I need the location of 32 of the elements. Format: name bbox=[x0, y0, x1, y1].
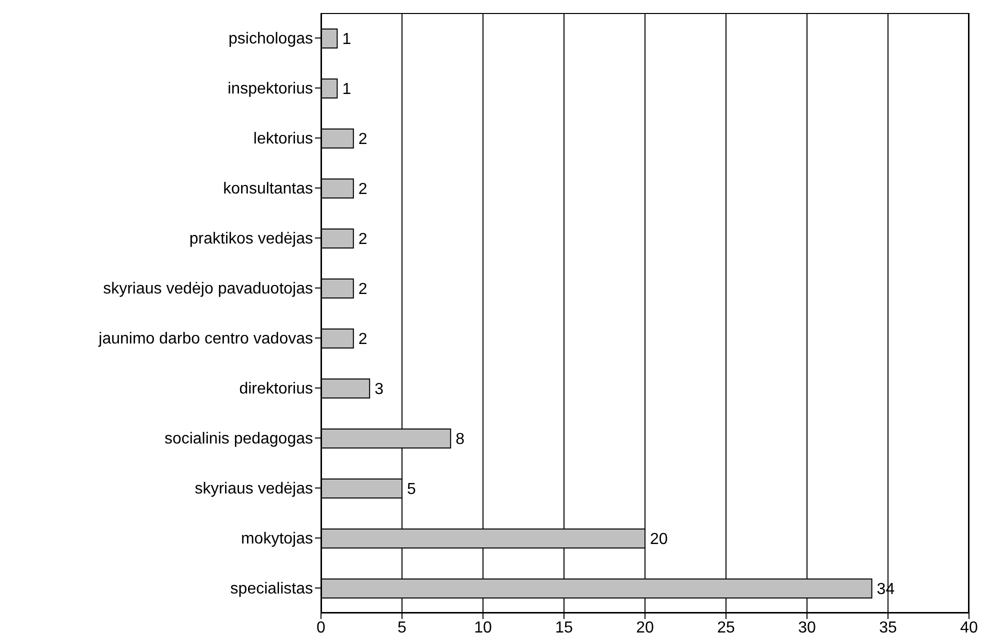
data-label: 2 bbox=[358, 281, 368, 298]
x-tick-label: 0 bbox=[316, 619, 326, 636]
x-tick-label: 10 bbox=[474, 619, 492, 636]
y-tick-label: skyriaus vedėjo pavaduotojas bbox=[103, 280, 313, 298]
x-tick-label: 20 bbox=[636, 619, 654, 636]
data-label: 2 bbox=[358, 331, 368, 348]
x-tick-label: 35 bbox=[879, 619, 897, 636]
data-label: 2 bbox=[358, 181, 368, 198]
data-label: 3 bbox=[374, 381, 384, 398]
y-tick-label: mokytojas bbox=[240, 530, 313, 548]
data-label: 5 bbox=[407, 481, 416, 498]
y-tick-label: konsultantas bbox=[223, 180, 313, 198]
x-tick-label: 25 bbox=[717, 619, 735, 636]
data-label: 1 bbox=[342, 31, 352, 48]
data-label: 8 bbox=[456, 431, 465, 448]
y-tick-label: skyriaus vedėjas bbox=[194, 480, 313, 498]
y-tick-label: jaunimo darbo centro vadovas bbox=[98, 330, 313, 348]
data-label: 2 bbox=[358, 231, 368, 248]
data-label: 2 bbox=[358, 131, 368, 148]
y-tick-label: lektorius bbox=[253, 130, 313, 148]
y-tick-label: specialistas bbox=[230, 580, 313, 598]
data-label: 1 bbox=[342, 81, 352, 98]
y-tick-label: inspektorius bbox=[228, 80, 313, 98]
y-tick-label: praktikos vedėjas bbox=[189, 230, 313, 248]
y-tick-label: psichologas bbox=[228, 30, 313, 48]
y-tick-label: direktorius bbox=[239, 380, 313, 398]
y-tick-label: socialinis pedagogas bbox=[164, 430, 313, 448]
x-tick-label: 15 bbox=[555, 619, 573, 636]
x-tick-label: 40 bbox=[960, 619, 978, 636]
data-label: 20 bbox=[650, 531, 668, 548]
x-tick-label: 30 bbox=[798, 619, 816, 636]
x-tick-label: 5 bbox=[398, 619, 407, 636]
